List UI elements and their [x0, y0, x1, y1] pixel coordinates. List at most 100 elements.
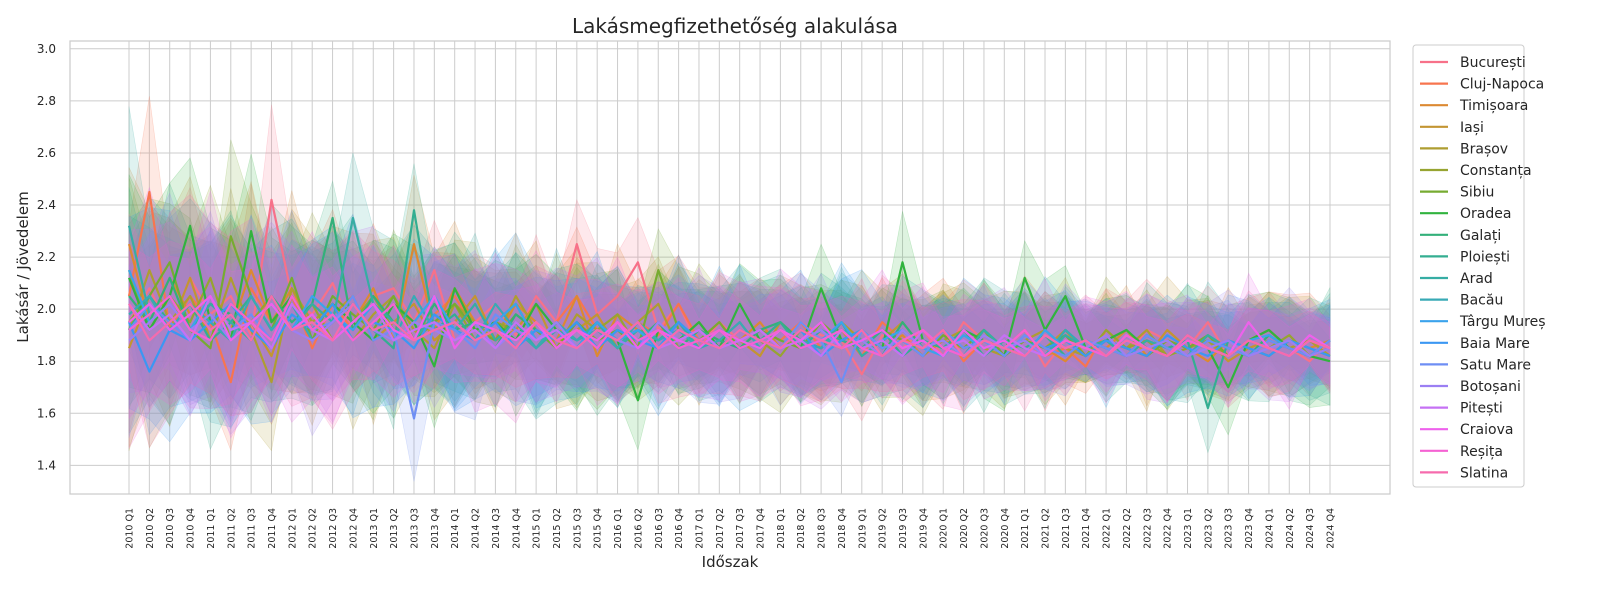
legend-label: Oradea: [1460, 206, 1511, 222]
series-lines: [127, 190, 1331, 420]
x-tick-label: 2012 Q1: [287, 508, 298, 549]
legend-label: Brașov: [1460, 141, 1508, 157]
x-tick-label: 2014 Q1: [450, 508, 461, 549]
x-tick-label: 2019 Q2: [878, 508, 889, 549]
legend-label: Baia Mare: [1460, 336, 1530, 352]
legend-label: Pitești: [1460, 401, 1503, 417]
confidence-band: [128, 194, 1331, 449]
x-tick-label: 2013 Q4: [430, 508, 441, 549]
x-tick-label: 2016 Q1: [613, 508, 624, 549]
x-tick-label: 2022 Q3: [1142, 508, 1153, 549]
x-tick-label: 2019 Q3: [898, 508, 909, 549]
y-tick-label: 2.4: [37, 198, 56, 212]
y-tick-label: 1.4: [37, 458, 56, 472]
y-tick-label: 3.0: [37, 42, 56, 56]
x-tick-label: 2019 Q4: [918, 508, 929, 549]
x-tick-label: 2010 Q2: [145, 508, 156, 549]
x-tick-label: 2014 Q2: [471, 508, 482, 549]
legend: București Cluj-Napoca Timișoara Iași Brașov C…: [1412, 44, 1546, 488]
grid-layer: [70, 41, 1390, 494]
y-tick-label: 1.6: [37, 406, 56, 420]
x-tick-label: 2016 Q3: [654, 508, 665, 549]
x-tick-label: 2010 Q1: [125, 508, 136, 549]
y-tick-label: 1.8: [37, 354, 56, 368]
confidence-band: [128, 192, 1331, 437]
x-tick-label: 2015 Q2: [552, 508, 563, 549]
x-tick-label: 2011 Q4: [267, 508, 278, 549]
x-axis-label: Időszak: [702, 553, 759, 571]
x-tick-label: 2017 Q1: [694, 508, 705, 549]
x-tick-label: 2015 Q4: [593, 508, 604, 549]
x-tick-label: 2017 Q3: [735, 508, 746, 549]
confidence-bands: [128, 96, 1331, 482]
x-tick-label: 2017 Q4: [756, 508, 767, 549]
x-tick-label: 2016 Q4: [674, 508, 685, 549]
x-tick-label: 2022 Q4: [1163, 508, 1174, 549]
x-tick-label: 2010 Q3: [165, 508, 176, 549]
x-tick-label: 2014 Q4: [511, 508, 522, 549]
x-tick-label: 2016 Q2: [633, 508, 644, 549]
x-tick-label: 2021 Q1: [1020, 508, 1031, 549]
legend-label: Cluj-Napoca: [1460, 77, 1544, 93]
legend-label: Craiova: [1460, 422, 1513, 438]
x-tick-label: 2023 Q3: [1224, 508, 1235, 549]
legend-label: Târgu Mureș: [1459, 314, 1546, 330]
x-tick-label: 2018 Q2: [796, 508, 807, 549]
confidence-band: [128, 175, 1331, 448]
x-tick-label: 2020 Q3: [979, 508, 990, 549]
legend-label: Galați: [1460, 228, 1501, 244]
x-tick-label: 2011 Q3: [247, 508, 258, 549]
confidence-band: [128, 177, 1331, 449]
x-tick-label: 2021 Q4: [1081, 508, 1092, 549]
x-tick-label: 2018 Q4: [837, 508, 848, 549]
x-tick-label: 2013 Q2: [389, 508, 400, 549]
confidence-band: [128, 188, 1331, 452]
legend-label: Slatina: [1460, 465, 1508, 481]
x-tick-label: 2011 Q1: [206, 508, 217, 549]
confidence-band: [128, 154, 1331, 451]
x-tick-label: 2018 Q3: [817, 508, 828, 549]
x-tick-label: 2012 Q3: [328, 508, 339, 549]
x-tick-label: 2022 Q1: [1102, 508, 1113, 549]
legend-items: București Cluj-Napoca Timișoara Iași Brașov C…: [1420, 55, 1546, 481]
y-tick-label: 2.8: [37, 94, 56, 108]
x-tick-label: 2014 Q3: [491, 508, 502, 549]
plot-frame: [69, 40, 1391, 495]
x-tick-label: 2024 Q3: [1305, 508, 1316, 549]
legend-label: Sibiu: [1460, 185, 1494, 201]
legend-label: Iași: [1460, 120, 1484, 136]
x-tick-label: 2024 Q4: [1326, 508, 1337, 549]
series-line: [128, 295, 1331, 358]
legend-label: Bacău: [1460, 293, 1503, 309]
y-tick-label: 2.2: [37, 250, 56, 264]
x-tick-label: 2015 Q1: [532, 508, 543, 549]
x-tick-label: 2017 Q2: [715, 508, 726, 549]
legend-label: Arad: [1460, 271, 1493, 287]
x-tick-label: 2020 Q4: [1000, 508, 1011, 549]
legend-label: Ploiești: [1460, 249, 1510, 265]
x-axis-ticks: 2010 Q1 2010 Q2 2010 Q3 2010 Q4 2011 Q1 2011 …: [125, 508, 1337, 549]
x-tick-label: 2024 Q2: [1285, 508, 1296, 549]
y-tick-label: 2.0: [37, 302, 56, 316]
chart-title: Lakásmegfizethetőség alakulása: [572, 14, 898, 38]
x-tick-label: 2018 Q1: [776, 508, 787, 549]
x-tick-label: 2024 Q1: [1264, 508, 1275, 549]
legend-label: Timișoara: [1459, 98, 1528, 114]
x-tick-label: 2023 Q1: [1183, 508, 1194, 549]
x-tick-label: 2021 Q3: [1061, 508, 1072, 549]
x-tick-label: 2013 Q3: [409, 508, 420, 549]
legend-label: București: [1460, 55, 1526, 71]
x-tick-label: 2023 Q4: [1244, 508, 1255, 549]
x-tick-label: 2015 Q3: [572, 508, 583, 549]
legend-label: Satu Mare: [1460, 357, 1531, 373]
x-tick-label: 2023 Q2: [1203, 508, 1214, 549]
x-tick-label: 2013 Q1: [369, 508, 380, 549]
x-tick-label: 2020 Q2: [959, 508, 970, 549]
legend-label: Botoșani: [1460, 379, 1521, 395]
confidence-band: [128, 186, 1331, 439]
x-tick-label: 2012 Q4: [348, 508, 359, 549]
legend-label: Constanța: [1460, 163, 1532, 179]
x-tick-label: 2011 Q2: [226, 508, 237, 549]
confidence-band: [128, 196, 1331, 436]
